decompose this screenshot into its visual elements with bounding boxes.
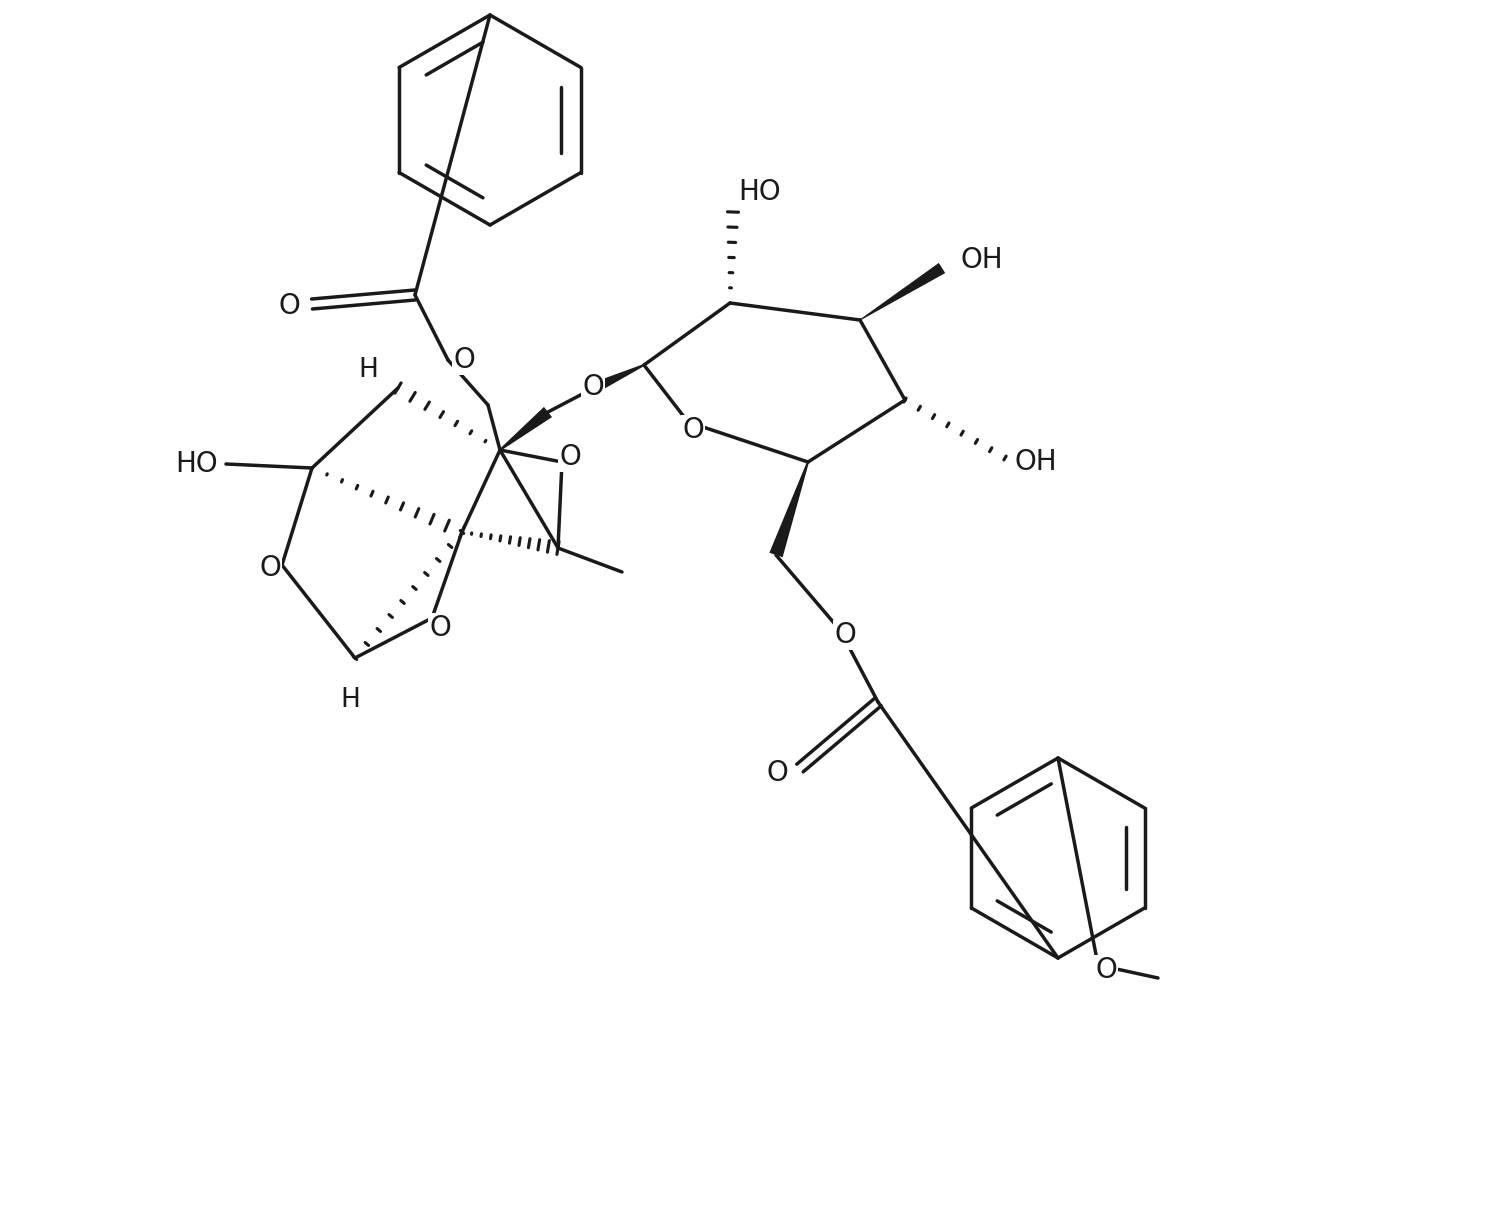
Polygon shape [500,407,552,451]
Polygon shape [587,364,644,395]
Text: O: O [278,292,300,320]
Polygon shape [859,262,946,321]
Text: O: O [581,373,604,401]
Text: O: O [834,621,857,649]
Polygon shape [769,462,809,558]
Text: O: O [1094,956,1117,984]
Text: O: O [559,443,581,471]
Text: O: O [766,759,788,787]
Text: O: O [430,614,451,642]
Text: HO: HO [738,179,781,207]
Text: OH: OH [1016,448,1057,476]
Text: H: H [358,357,378,383]
Text: OH: OH [961,245,1002,275]
Text: O: O [683,416,703,443]
Text: H: H [341,686,360,713]
Text: O: O [454,346,474,374]
Text: O: O [259,554,281,582]
Text: HO: HO [175,450,219,477]
